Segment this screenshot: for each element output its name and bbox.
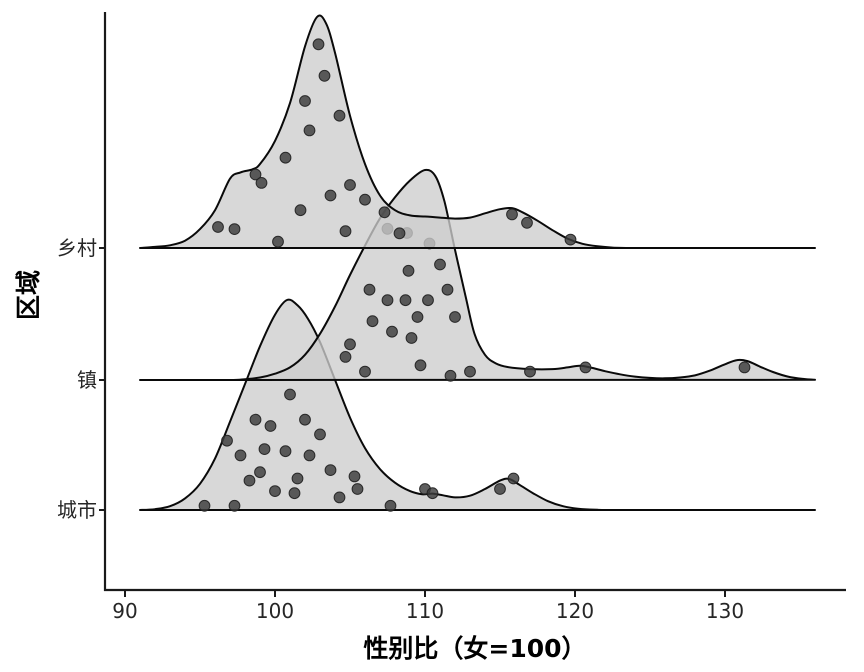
data-point bbox=[405, 332, 418, 344]
data-point bbox=[314, 428, 326, 441]
data-point bbox=[441, 283, 454, 296]
data-point bbox=[288, 487, 301, 500]
data-point bbox=[324, 189, 337, 202]
data-point bbox=[426, 487, 439, 500]
data-point bbox=[393, 227, 406, 240]
ridge-城市 bbox=[139, 298, 816, 512]
x-tick-label-100: 100 bbox=[255, 599, 295, 623]
data-point bbox=[228, 499, 241, 512]
data-point bbox=[303, 124, 316, 137]
data-point bbox=[198, 499, 211, 512]
x-axis-title: 性别比（女=100） bbox=[363, 634, 587, 663]
data-point bbox=[333, 109, 346, 122]
data-point bbox=[359, 193, 371, 206]
data-point bbox=[402, 264, 415, 277]
data-point bbox=[359, 365, 371, 378]
data-point bbox=[464, 365, 476, 378]
density-curve-城市 bbox=[139, 298, 816, 512]
data-point bbox=[386, 325, 398, 338]
data-point bbox=[318, 69, 331, 82]
data-point bbox=[234, 449, 247, 462]
ridge-乡村 bbox=[139, 14, 816, 249]
data-point bbox=[506, 208, 518, 221]
data-point bbox=[221, 434, 233, 447]
data-point bbox=[384, 499, 397, 512]
x-tick-label-90: 90 bbox=[112, 599, 138, 623]
y-category-label-town: 镇 bbox=[77, 368, 97, 392]
y-category-label-city: 城市 bbox=[57, 498, 97, 522]
data-point bbox=[579, 361, 592, 374]
data-point bbox=[339, 225, 352, 238]
data-point bbox=[299, 413, 311, 426]
data-point bbox=[449, 311, 461, 323]
axes bbox=[99, 12, 846, 597]
data-point bbox=[494, 483, 506, 495]
data-point bbox=[228, 223, 241, 236]
y-category-label-rural: 乡村 bbox=[57, 236, 97, 260]
data-point bbox=[249, 168, 262, 181]
data-point bbox=[564, 233, 577, 246]
data-point bbox=[339, 351, 352, 363]
data-point bbox=[738, 361, 751, 374]
data-point bbox=[344, 338, 356, 351]
data-point bbox=[272, 235, 284, 248]
data-point bbox=[524, 365, 536, 378]
data-point bbox=[378, 206, 391, 219]
data-point bbox=[411, 311, 424, 323]
data-point bbox=[422, 294, 434, 307]
data-point bbox=[294, 204, 307, 217]
density-curve-乡村 bbox=[139, 14, 816, 249]
data-point bbox=[299, 95, 311, 107]
data-point bbox=[264, 420, 277, 432]
x-tick-label-130: 130 bbox=[705, 599, 745, 623]
data-point bbox=[279, 445, 292, 458]
data-point bbox=[333, 491, 346, 504]
data-point bbox=[381, 294, 394, 307]
data-point bbox=[366, 315, 379, 328]
data-point bbox=[444, 369, 457, 382]
data-point bbox=[414, 359, 427, 372]
data-point bbox=[254, 466, 266, 479]
data-point bbox=[284, 388, 296, 401]
data-point bbox=[243, 474, 256, 487]
x-tick-label-120: 120 bbox=[555, 599, 595, 623]
data-point bbox=[399, 294, 412, 307]
data-point bbox=[312, 38, 325, 51]
data-point bbox=[258, 443, 271, 456]
data-point bbox=[212, 221, 224, 233]
data-point bbox=[324, 464, 337, 477]
data-point bbox=[521, 216, 533, 229]
density-curve-镇 bbox=[139, 168, 816, 382]
data-point bbox=[351, 483, 364, 495]
data-point bbox=[348, 470, 361, 483]
data-point bbox=[434, 258, 446, 271]
data-point bbox=[291, 472, 304, 485]
x-tick-label-110: 110 bbox=[405, 599, 445, 623]
data-point bbox=[507, 472, 520, 485]
data-point bbox=[269, 485, 281, 498]
data-point bbox=[279, 151, 292, 164]
data-point bbox=[303, 449, 316, 462]
data-point bbox=[249, 413, 262, 426]
data-point bbox=[363, 283, 376, 296]
data-point bbox=[255, 177, 268, 189]
data-point bbox=[344, 179, 356, 191]
